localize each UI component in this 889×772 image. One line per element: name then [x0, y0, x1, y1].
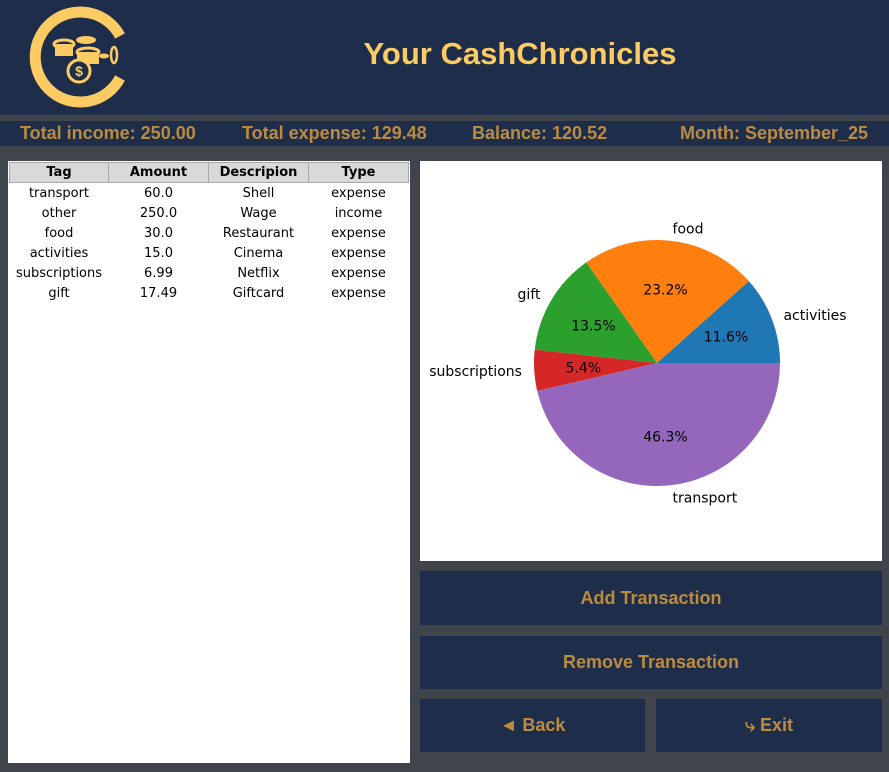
header: $ Your CashChronicles: [0, 0, 889, 115]
table-row[interactable]: other 250.0 Wage income: [10, 203, 409, 223]
pie-label: activities: [783, 308, 846, 324]
table-row[interactable]: transport 60.0 Shell expense: [10, 183, 409, 204]
app-title: Your CashChronicles: [363, 36, 677, 71]
table-cell: expense: [331, 245, 386, 261]
stats-bar: Total income: 250.00 Total expense: 129.…: [0, 121, 889, 146]
table-cell: expense: [331, 265, 386, 281]
transactions-table-panel[interactable]: Tag Amount Descripion Type transport 60.0…: [8, 161, 410, 763]
exit-button[interactable]: ⤷ Exit: [656, 699, 882, 752]
pie-svg: activities 11.6% food 23.2% gift 13.5% subscri…: [429, 222, 846, 507]
remove-transaction-button[interactable]: Remove Transaction: [420, 636, 882, 689]
table-cell: 30.0: [144, 225, 173, 241]
column-header-description[interactable]: Descripion: [208, 162, 309, 183]
svg-text:$: $: [75, 63, 83, 79]
column-header-amount[interactable]: Amount: [108, 162, 209, 183]
table-cell: Netflix: [237, 265, 280, 281]
pie-slice-activities: [657, 281, 780, 363]
pie-label: food: [673, 222, 704, 238]
table-cell: gift: [48, 285, 70, 301]
month: Month: September_25: [680, 123, 869, 143]
table-cell: 60.0: [144, 185, 173, 201]
pie-slice-gift: [534, 262, 657, 363]
transactions-table[interactable]: Tag Amount Descripion Type transport 60.0…: [9, 162, 409, 303]
pie-pct-label: 46.3%: [643, 429, 687, 445]
pie-pct-label: 5.4%: [566, 360, 602, 376]
table-cell: 15.0: [144, 245, 173, 261]
table-row[interactable]: subscriptions 6.99 Netflix expense: [10, 263, 409, 283]
table-cell: expense: [331, 225, 386, 241]
pie-label: transport: [673, 490, 738, 506]
pie-pct-label: 13.5%: [571, 318, 615, 334]
table-cell: activities: [29, 245, 89, 261]
pie-pct-label: 23.2%: [643, 283, 687, 299]
pie-slice-transport: [537, 363, 780, 486]
table-row[interactable]: activities 15.0 Cinema expense: [10, 243, 409, 263]
pie-label: subscriptions: [429, 364, 522, 380]
total-income: Total income: 250.00: [20, 123, 196, 143]
column-header-tag[interactable]: Tag: [9, 162, 109, 183]
table-cell: transport: [28, 185, 90, 201]
table-cell: expense: [331, 185, 386, 201]
pie-slice-food: [586, 240, 749, 363]
table-cell: Cinema: [233, 245, 284, 261]
table-row[interactable]: food 30.0 Restaurant expense: [10, 223, 409, 243]
add-transaction-button[interactable]: Add Transaction: [420, 571, 882, 625]
table-cell: Wage: [240, 205, 277, 221]
table-cell: Giftcard: [232, 285, 285, 301]
pie-label: gift: [518, 287, 541, 303]
pie-slice-subscriptions: [534, 349, 657, 392]
table-cell: other: [41, 205, 77, 221]
table-cell: subscriptions: [15, 265, 103, 281]
balance: Balance: 120.52: [472, 123, 608, 143]
back-button[interactable]: ◄ Back: [420, 699, 645, 752]
table-cell: food: [44, 225, 74, 241]
total-expense: Total expense: 129.48: [242, 123, 427, 143]
table-cell: expense: [331, 285, 386, 301]
table-cell: income: [334, 205, 383, 221]
table-cell: 17.49: [139, 285, 178, 301]
column-header-type[interactable]: Type: [308, 162, 409, 183]
table-cell: Restaurant: [222, 225, 295, 241]
pie-pct-label: 11.6%: [704, 330, 748, 346]
table-row[interactable]: gift 17.49 Giftcard expense: [10, 283, 409, 303]
table-cell: 6.99: [144, 265, 173, 281]
coins-dollar-logo-icon: $: [29, 6, 125, 108]
table-cell: Shell: [242, 185, 275, 201]
table-cell: 250.0: [139, 205, 178, 221]
expense-pie-chart: activities 11.6% food 23.2% gift 13.5% subscri…: [420, 161, 882, 561]
